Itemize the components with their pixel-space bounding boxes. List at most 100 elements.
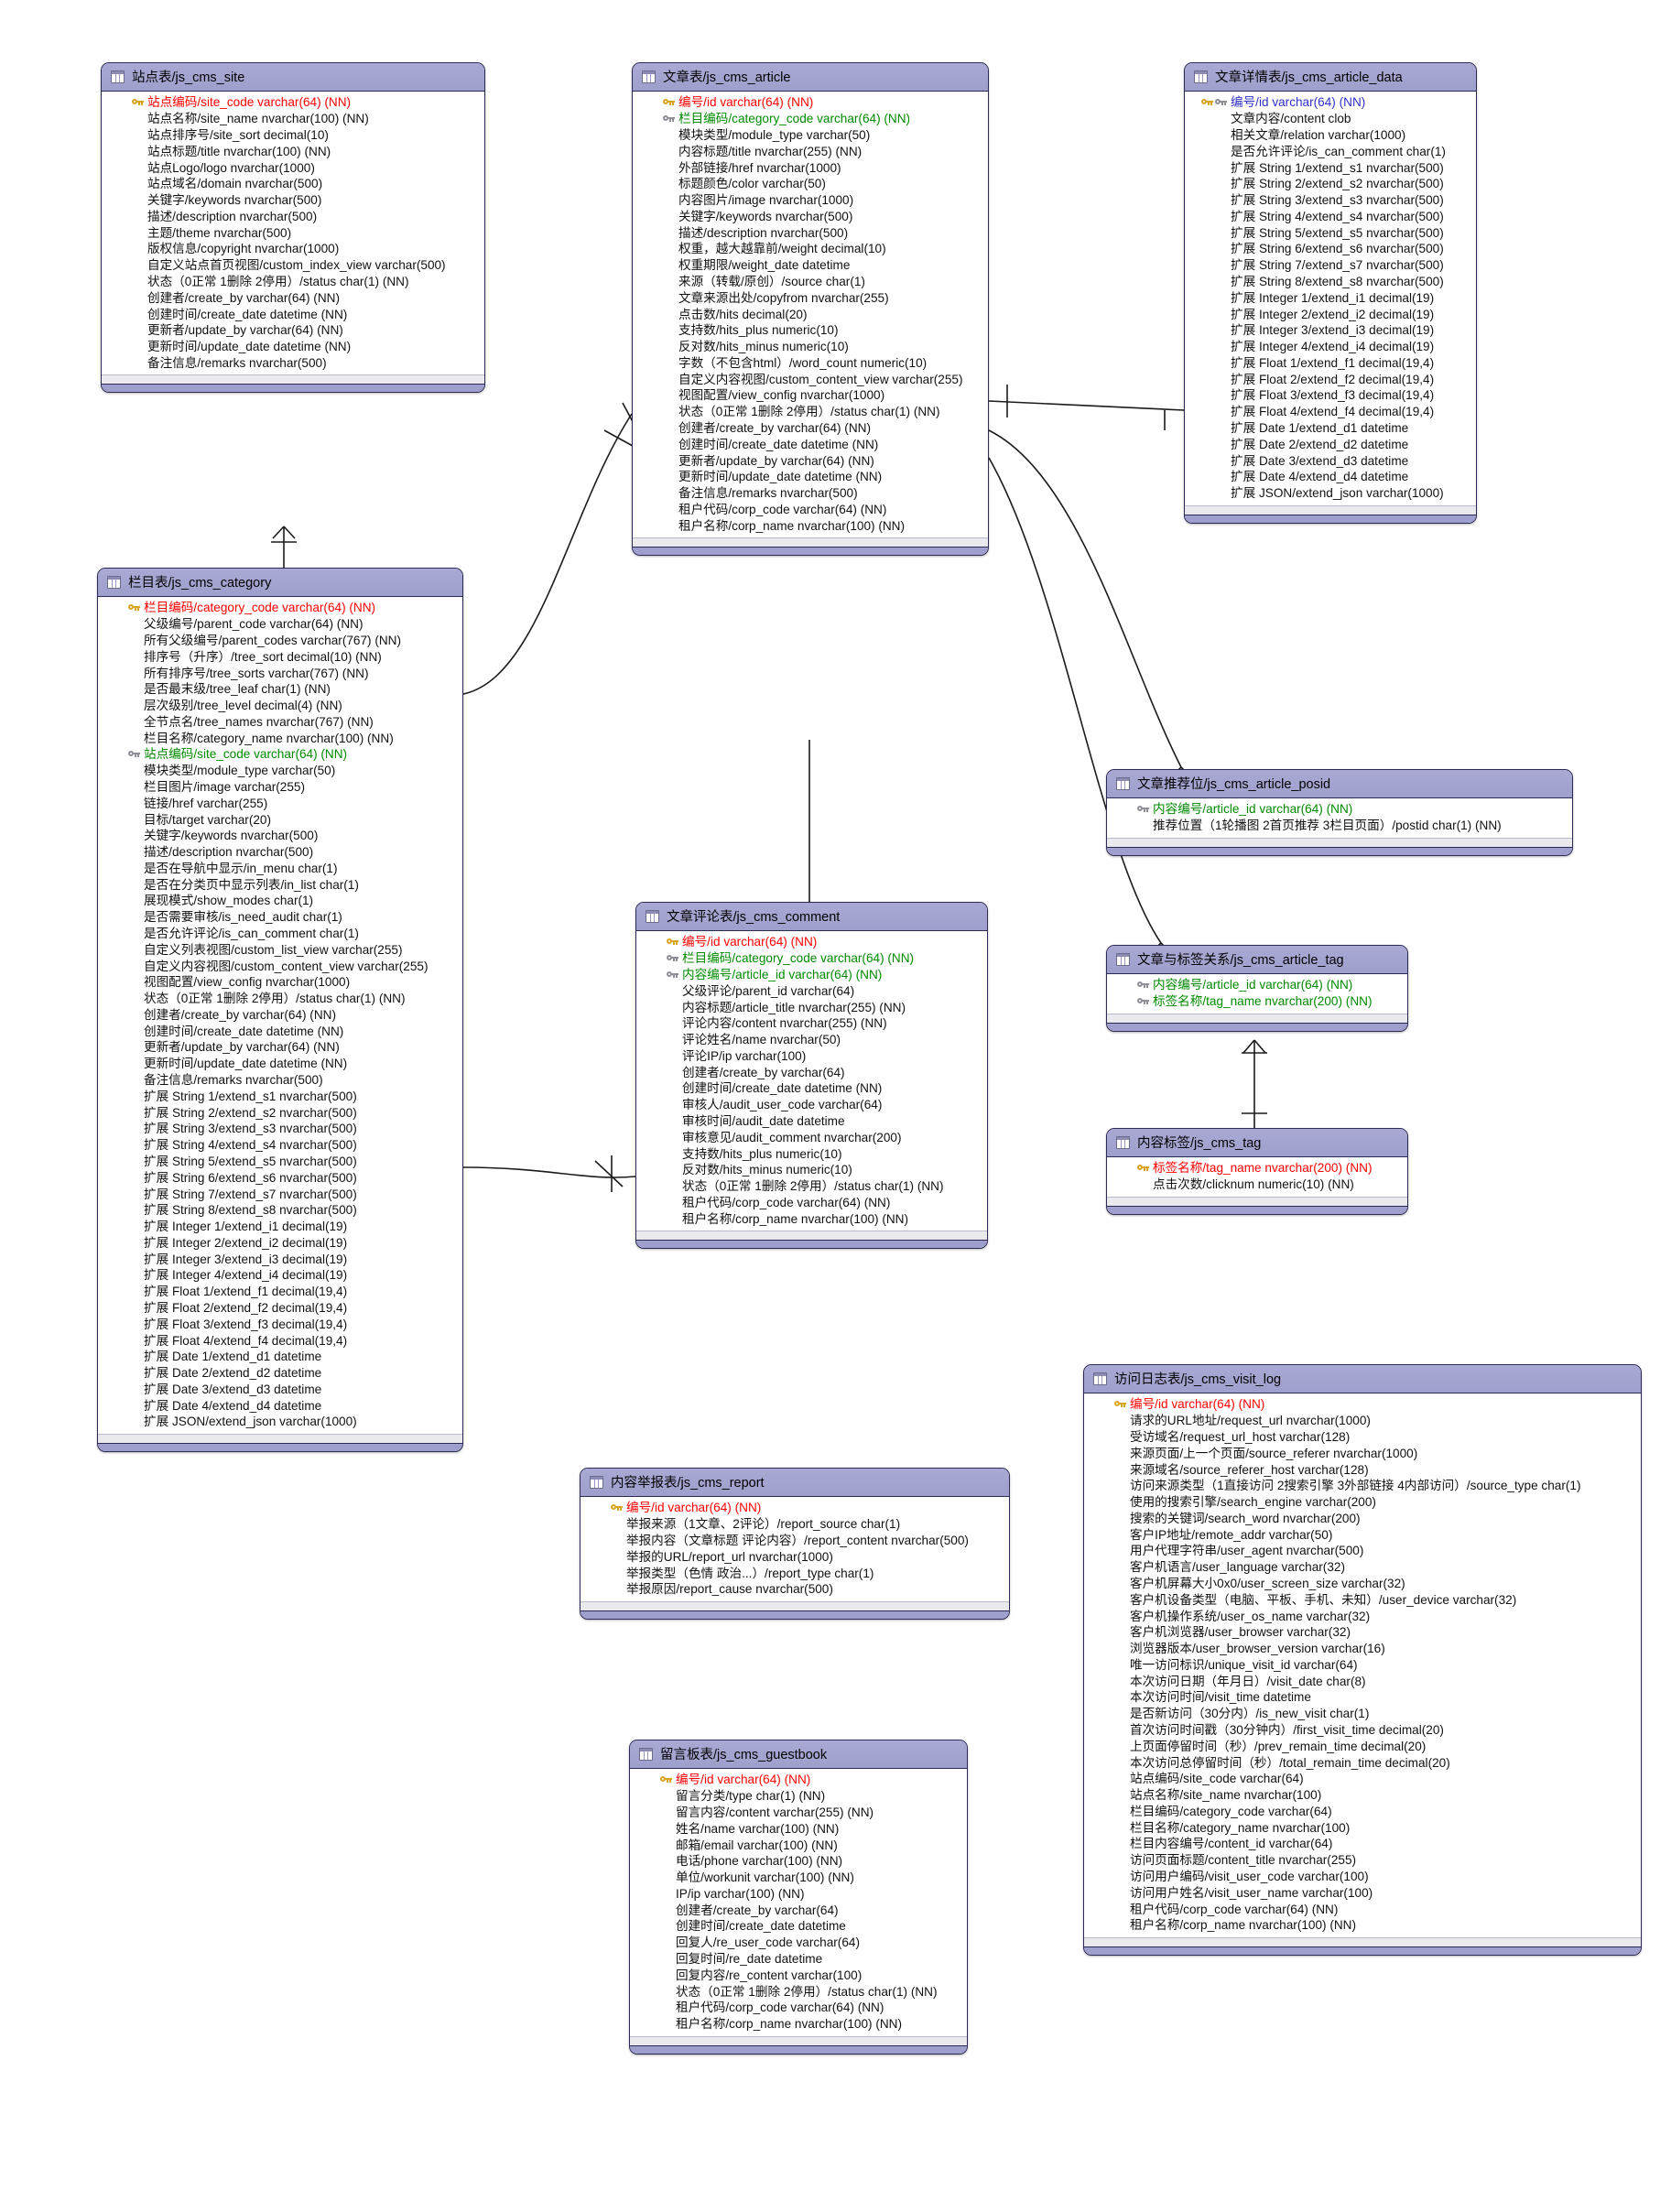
attribute-row[interactable]: 关键字/keywords nvarchar(500)	[633, 208, 988, 224]
attribute-row[interactable]: 扩展 JSON/extend_json varchar(1000)	[98, 1414, 462, 1430]
attribute-row[interactable]: 模块类型/module_type varchar(50)	[633, 127, 988, 144]
entity-header-visit_log[interactable]: 访问日志表/js_cms_visit_log	[1084, 1365, 1641, 1393]
attribute-row[interactable]: 扩展 Float 1/extend_f1 decimal(19,4)	[1185, 355, 1476, 372]
attribute-row[interactable]: 扩展 Float 3/extend_f3 decimal(19,4)	[1185, 387, 1476, 404]
attribute-row[interactable]: 状态（0正常 1删除 2停用）/status char(1) (NN)	[630, 1983, 967, 2000]
attribute-row[interactable]: 回复内容/re_content varchar(100)	[630, 1967, 967, 1983]
attribute-row[interactable]: 自定义站点首页视图/custom_index_view varchar(500)	[102, 257, 484, 274]
attribute-row[interactable]: 扩展 Integer 2/extend_i2 decimal(19)	[1185, 306, 1476, 322]
attribute-row[interactable]: 扩展 String 1/extend_s1 nvarchar(500)	[98, 1088, 462, 1104]
attribute-row[interactable]: 更新者/update_by varchar(64) (NN)	[633, 452, 988, 469]
attribute-row[interactable]: 扩展 String 4/extend_s4 nvarchar(500)	[98, 1137, 462, 1154]
attribute-row[interactable]: 层次级别/tree_level decimal(4) (NN)	[98, 698, 462, 714]
attribute-row[interactable]: 站点编码/site_code varchar(64)	[1084, 1771, 1641, 1787]
attribute-row[interactable]: 扩展 Integer 4/extend_i4 decimal(19)	[98, 1267, 462, 1284]
attribute-row[interactable]: 关键字/keywords nvarchar(500)	[102, 192, 484, 209]
attribute-row[interactable]: 访问用户姓名/visit_user_name varchar(100)	[1084, 1884, 1641, 1901]
entity-article_data[interactable]: 文章详情表/js_cms_article_data 编号/id varchar(6…	[1184, 62, 1477, 524]
entity-comment[interactable]: 文章评论表/js_cms_comment 编号/id varchar(64) (N…	[635, 902, 988, 1250]
attribute-row[interactable]: 创建者/create_by varchar(64) (NN)	[633, 420, 988, 437]
attribute-row[interactable]: 描述/description nvarchar(500)	[633, 224, 988, 241]
attribute-row[interactable]: 扩展 String 4/extend_s4 nvarchar(500)	[1185, 208, 1476, 224]
attribute-row[interactable]: 自定义内容视图/custom_content_view varchar(255)	[98, 958, 462, 974]
attribute-row[interactable]: 父级评论/parent_id varchar(64)	[636, 982, 987, 999]
attribute-row[interactable]: 唯一访问标识/unique_visit_id varchar(64)	[1084, 1657, 1641, 1674]
entity-header-article_data[interactable]: 文章详情表/js_cms_article_data	[1185, 63, 1476, 92]
attribute-row[interactable]: 是否在分类页中显示列表/in_list char(1)	[98, 876, 462, 893]
attribute-row[interactable]: 栏目图片/image varchar(255)	[98, 779, 462, 796]
attribute-row[interactable]: 栏目内容编号/content_id varchar(64)	[1084, 1836, 1641, 1852]
attribute-row[interactable]: 是否需要审核/is_need_audit char(1)	[98, 909, 462, 926]
attribute-row[interactable]: 编号/id varchar(64) (NN)	[581, 1500, 1009, 1516]
attribute-row[interactable]: 客户机屏幕大小0x0/user_screen_size varchar(32)	[1084, 1576, 1641, 1592]
attribute-row[interactable]: 扩展 Integer 3/extend_i3 decimal(19)	[98, 1251, 462, 1267]
attribute-row[interactable]: 单位/workunit varchar(100) (NN)	[630, 1870, 967, 1886]
attribute-row[interactable]: 审核人/audit_user_code varchar(64)	[636, 1097, 987, 1113]
attribute-row[interactable]: 更新时间/update_date datetime (NN)	[633, 469, 988, 485]
attribute-row[interactable]: 举报的URL/report_url nvarchar(1000)	[581, 1548, 1009, 1565]
attribute-row[interactable]: 扩展 String 3/extend_s3 nvarchar(500)	[1185, 192, 1476, 209]
attribute-row[interactable]: 本次访问总停留时间（秒）/total_remain_time decimal(2…	[1084, 1754, 1641, 1771]
attribute-row[interactable]: 栏目名称/category_name nvarchar(100)	[1084, 1819, 1641, 1836]
attribute-row[interactable]: 首次访问时间戳（30分钟内）/first_visit_time decimal(…	[1084, 1722, 1641, 1739]
attribute-row[interactable]: 链接/href varchar(255)	[98, 795, 462, 811]
attribute-row[interactable]: 相关文章/relation varchar(1000)	[1185, 127, 1476, 144]
attribute-row[interactable]: 扩展 Integer 1/extend_i1 decimal(19)	[98, 1219, 462, 1235]
attribute-row[interactable]: 访问页面标题/content_title nvarchar(255)	[1084, 1852, 1641, 1869]
attribute-row[interactable]: 扩展 String 7/extend_s7 nvarchar(500)	[98, 1186, 462, 1202]
attribute-row[interactable]: 是否在导航中显示/in_menu char(1)	[98, 861, 462, 877]
attribute-row[interactable]: 扩展 String 2/extend_s2 nvarchar(500)	[1185, 176, 1476, 192]
attribute-row[interactable]: 扩展 String 5/extend_s5 nvarchar(500)	[98, 1154, 462, 1170]
attribute-row[interactable]: 标签名称/tag_name nvarchar(200) (NN)	[1107, 1160, 1407, 1176]
attribute-row[interactable]: 站点名称/site_name nvarchar(100)	[1084, 1787, 1641, 1804]
attribute-row[interactable]: 外部链接/href nvarchar(1000)	[633, 159, 988, 176]
attribute-row[interactable]: 权重，越大越靠前/weight decimal(10)	[633, 241, 988, 257]
attribute-row[interactable]: 自定义内容视图/custom_content_view varchar(255)	[633, 371, 988, 387]
attribute-row[interactable]: 扩展 Integer 2/extend_i2 decimal(19)	[98, 1234, 462, 1251]
attribute-row[interactable]: 推荐位置（1轮播图 2首页推荐 3栏目页面）/postid char(1) (N…	[1107, 818, 1572, 834]
attribute-row[interactable]: 租户名称/corp_name nvarchar(100) (NN)	[630, 2016, 967, 2033]
attribute-row[interactable]: IP/ip varchar(100) (NN)	[630, 1885, 967, 1902]
attribute-row[interactable]: 客户IP地址/remote_addr varchar(50)	[1084, 1526, 1641, 1543]
attribute-row[interactable]: 举报类型（色情 政治...）/report_type char(1)	[581, 1565, 1009, 1581]
attribute-row[interactable]: 栏目编码/category_code varchar(64) (NN)	[633, 111, 988, 127]
attribute-row[interactable]: 状态（0正常 1删除 2停用）/status char(1) (NN)	[636, 1178, 987, 1195]
attribute-row[interactable]: 创建时间/create_date datetime (NN)	[636, 1080, 987, 1097]
attribute-row[interactable]: 举报内容（文章标题 评论内容）/report_content nvarchar(…	[581, 1533, 1009, 1549]
attribute-row[interactable]: 扩展 Integer 1/extend_i1 decimal(19)	[1185, 289, 1476, 306]
attribute-row[interactable]: 是否最末级/tree_leaf char(1) (NN)	[98, 681, 462, 698]
attribute-row[interactable]: 扩展 Date 3/extend_d3 datetime	[98, 1382, 462, 1398]
attribute-row[interactable]: 自定义列表视图/custom_list_view varchar(255)	[98, 941, 462, 958]
attribute-row[interactable]: 站点编码/site_code varchar(64) (NN)	[102, 94, 484, 111]
attribute-row[interactable]: 文章内容/content clob	[1185, 111, 1476, 127]
attribute-row[interactable]: 扩展 String 6/extend_s6 nvarchar(500)	[98, 1169, 462, 1186]
attribute-row[interactable]: 使用的搜索引擎/search_engine varchar(200)	[1084, 1494, 1641, 1511]
attribute-row[interactable]: 租户代码/corp_code varchar(64) (NN)	[1084, 1901, 1641, 1917]
attribute-row[interactable]: 所有排序号/tree_sorts varchar(767) (NN)	[98, 665, 462, 681]
attribute-row[interactable]: 扩展 Float 2/extend_f2 decimal(19,4)	[1185, 371, 1476, 387]
attribute-row[interactable]: 关键字/keywords nvarchar(500)	[98, 828, 462, 844]
attribute-row[interactable]: 编号/id varchar(64) (NN)	[1185, 94, 1476, 111]
attribute-row[interactable]: 点击次数/clicknum numeric(10) (NN)	[1107, 1176, 1407, 1193]
attribute-row[interactable]: 编号/id varchar(64) (NN)	[630, 1772, 967, 1788]
attribute-row[interactable]: 扩展 Float 4/extend_f4 decimal(19,4)	[1185, 404, 1476, 420]
attribute-row[interactable]: 扩展 Date 2/extend_d2 datetime	[98, 1365, 462, 1382]
attribute-row[interactable]: 扩展 String 7/extend_s7 nvarchar(500)	[1185, 257, 1476, 274]
attribute-row[interactable]: 扩展 String 8/extend_s8 nvarchar(500)	[1185, 274, 1476, 290]
attribute-row[interactable]: 备注信息/remarks nvarchar(500)	[633, 485, 988, 502]
entity-header-comment[interactable]: 文章评论表/js_cms_comment	[636, 903, 987, 931]
attribute-row[interactable]: 评论姓名/name nvarchar(50)	[636, 1032, 987, 1048]
entity-visit_log[interactable]: 访问日志表/js_cms_visit_log 编号/id varchar(64) …	[1083, 1364, 1642, 1956]
attribute-row[interactable]: 主题/theme nvarchar(500)	[102, 224, 484, 241]
attribute-row[interactable]: 创建者/create_by varchar(64) (NN)	[102, 289, 484, 306]
attribute-row[interactable]: 文章来源出处/copyfrom nvarchar(255)	[633, 289, 988, 306]
attribute-row[interactable]: 更新时间/update_date datetime (NN)	[102, 339, 484, 355]
attribute-row[interactable]: 模块类型/module_type varchar(50)	[98, 763, 462, 779]
entity-tag[interactable]: 内容标签/js_cms_tag 标签名称/tag_name nvarchar(20…	[1106, 1128, 1408, 1215]
attribute-row[interactable]: 点击数/hits decimal(20)	[633, 306, 988, 322]
attribute-row[interactable]: 创建时间/create_date datetime	[630, 1918, 967, 1935]
attribute-row[interactable]: 评论内容/content nvarchar(255) (NN)	[636, 1015, 987, 1032]
attribute-row[interactable]: 本次访问时间/visit_time datetime	[1084, 1689, 1641, 1706]
attribute-row[interactable]: 留言分类/type char(1) (NN)	[630, 1788, 967, 1805]
attribute-row[interactable]: 请求的URL地址/request_url nvarchar(1000)	[1084, 1413, 1641, 1429]
